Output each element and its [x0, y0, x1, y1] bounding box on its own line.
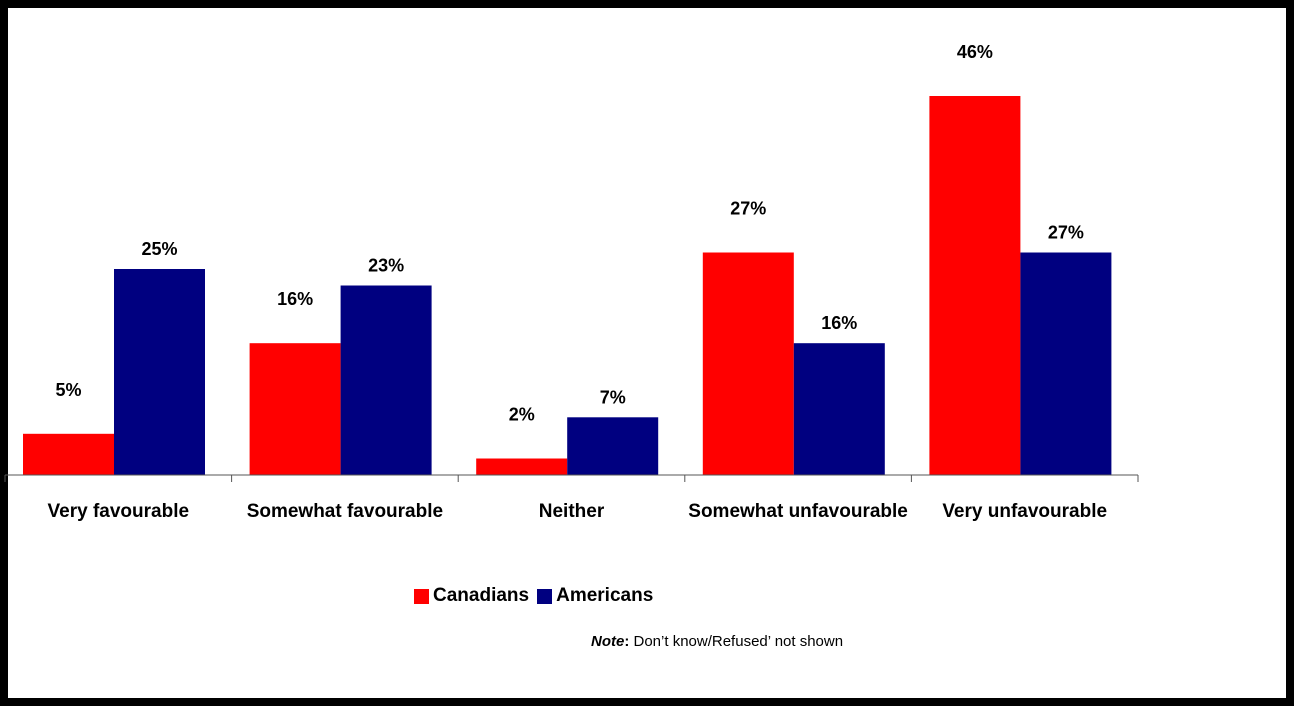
bar-americans-3: [793, 343, 885, 475]
category-label-0: Very favourable: [47, 501, 190, 522]
data-label-canadians-3: 27%: [730, 199, 766, 219]
legend-label-canadians: Canadians: [433, 585, 530, 606]
data-label-americans-2: 7%: [600, 387, 626, 407]
bar-americans-1: [340, 285, 432, 475]
bar-canadians-3: [702, 252, 794, 475]
note-text: Don’t know/Refused’ not shown: [629, 633, 844, 650]
legend-swatch-canadians: [414, 588, 429, 604]
legend-label-americans: Americans: [556, 585, 654, 606]
legend: Canadians Americans: [414, 585, 661, 607]
legend-swatch-americans: [537, 588, 553, 604]
bar-americans-4: [1020, 252, 1112, 475]
category-label-4: Very unfavourable: [942, 501, 1108, 522]
bar-americans-2: [567, 417, 659, 475]
legend-item-americans: Americans: [537, 585, 653, 607]
data-label-americans-3: 16%: [821, 313, 857, 333]
category-label-2: Neither: [538, 501, 605, 522]
data-label-americans-4: 27%: [1048, 223, 1084, 243]
note-colon: :: [624, 633, 630, 650]
data-labels-group: 5% 25% 16% 23% 2% 7% 27% 16% 46% 27%: [55, 42, 1083, 425]
data-label-americans-0: 25%: [141, 239, 177, 259]
data-label-canadians-2: 2%: [509, 405, 535, 425]
bar-canadians-0: [23, 433, 114, 475]
data-label-americans-1: 23%: [368, 256, 404, 276]
note-lead: Note: [591, 633, 625, 650]
bar-canadians-1: [249, 343, 341, 475]
data-label-canadians-4: 46%: [957, 42, 993, 62]
x-axis: [4, 474, 1139, 482]
legend-item-canadians: Canadians: [414, 585, 529, 607]
data-label-canadians-0: 5%: [55, 380, 81, 400]
bar-canadians-4: [929, 96, 1021, 475]
bars-group: [23, 96, 1112, 475]
bar-canadians-2: [476, 458, 568, 475]
data-label-canadians-1: 16%: [277, 289, 313, 309]
category-label-3: Somewhat unfavourable: [688, 501, 908, 522]
footnote: Note: Don’t know/Refused’ not shown: [591, 633, 843, 650]
bar-americans-0: [114, 269, 205, 475]
category-label-1: Somewhat favourable: [246, 501, 444, 522]
